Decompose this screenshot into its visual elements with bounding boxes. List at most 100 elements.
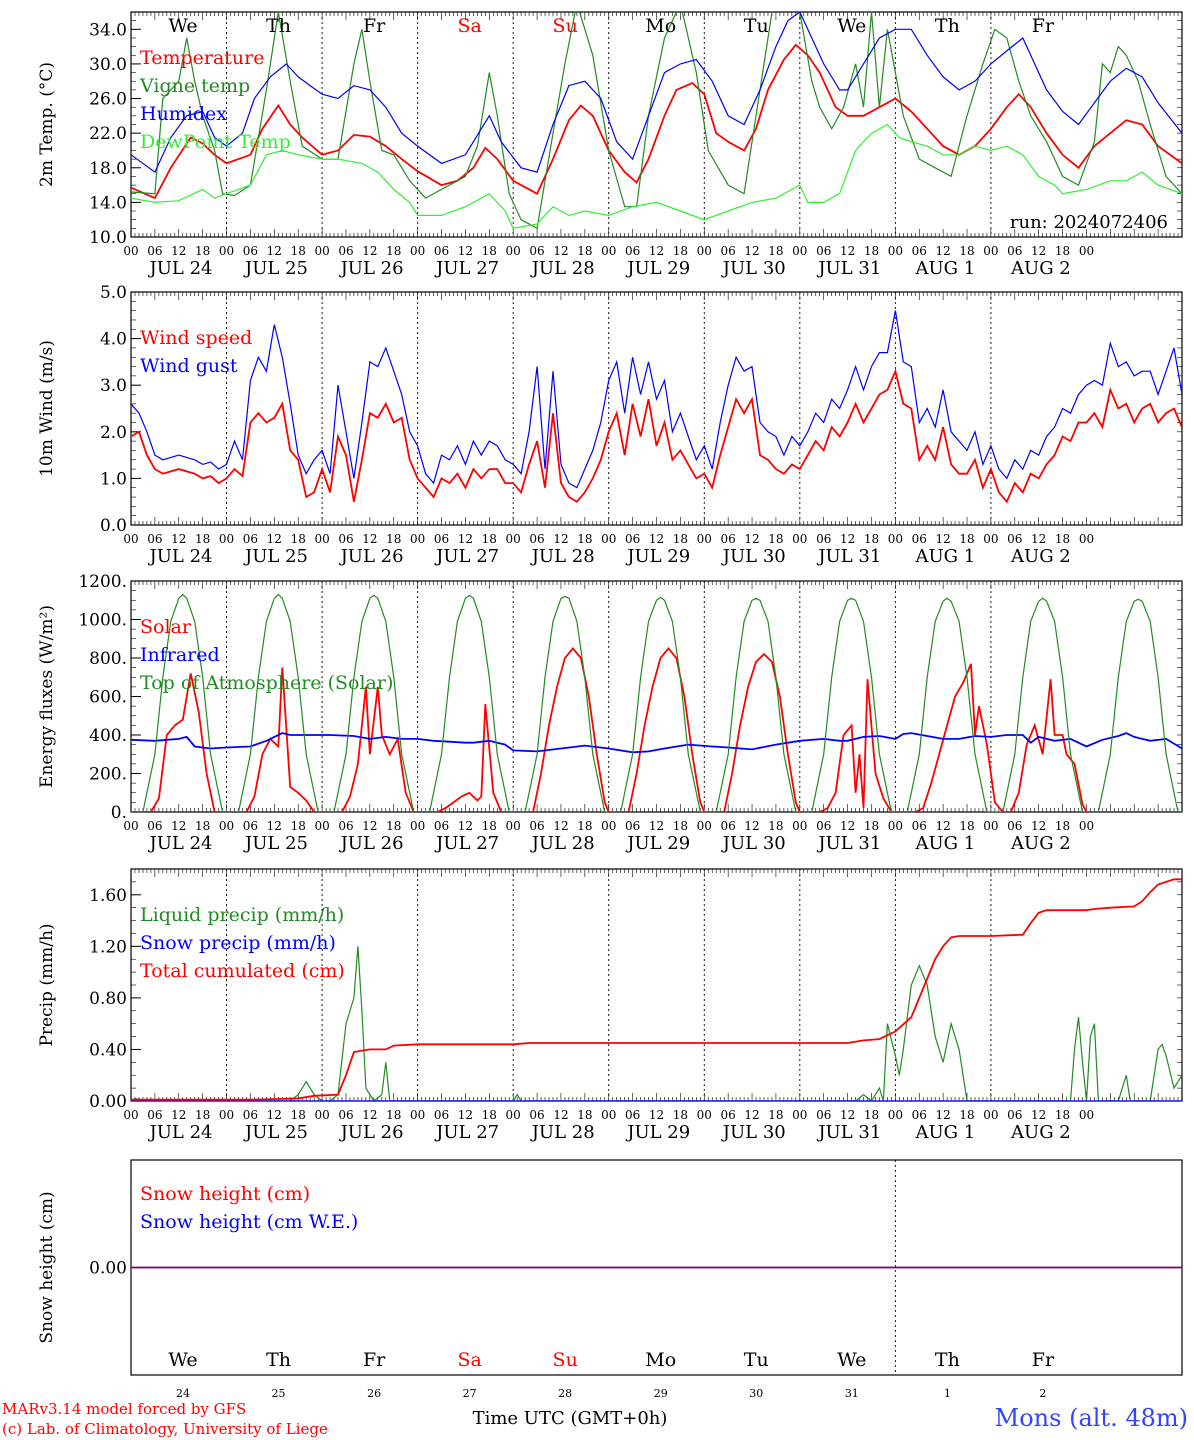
hour-tick-label: 18 bbox=[195, 244, 210, 258]
day-number-label: 2 bbox=[1039, 1387, 1046, 1400]
hour-tick-label: 18 bbox=[864, 532, 879, 546]
hour-tick-label: 12 bbox=[553, 1108, 568, 1122]
hour-tick-label: 18 bbox=[1055, 1108, 1070, 1122]
hour-tick-label: 06 bbox=[147, 244, 162, 258]
hour-tick-label: 06 bbox=[721, 532, 736, 546]
date-label: JUL 30 bbox=[721, 833, 786, 854]
date-label: JUL 28 bbox=[530, 833, 595, 854]
hour-tick-label: 18 bbox=[959, 1108, 974, 1122]
weekday-label-bottom: Su bbox=[553, 1349, 578, 1371]
hour-tick-label: 00 bbox=[506, 532, 521, 546]
date-label: JUL 25 bbox=[243, 258, 308, 279]
date-label: AUG 2 bbox=[1010, 258, 1071, 279]
hour-tick-label: 00 bbox=[123, 532, 138, 546]
weekday-label-bottom: Fr bbox=[1032, 1349, 1055, 1371]
time-axis-label: Time UTC (GMT+0h) bbox=[473, 1408, 668, 1429]
legend-entry: Humidex bbox=[140, 103, 227, 125]
hour-tick-label: 06 bbox=[1007, 532, 1022, 546]
hour-tick-label: 12 bbox=[267, 819, 282, 833]
hour-tick-label: 18 bbox=[768, 819, 783, 833]
hour-tick-label: 18 bbox=[577, 819, 592, 833]
y-tick-label: 3.0 bbox=[100, 376, 127, 396]
date-label: JUL 26 bbox=[339, 833, 404, 854]
hour-tick-label: 12 bbox=[362, 244, 377, 258]
hour-tick-label: 12 bbox=[171, 244, 186, 258]
hour-tick-label: 18 bbox=[768, 532, 783, 546]
date-label: AUG 1 bbox=[914, 1122, 975, 1143]
legend-entry: Wind speed bbox=[140, 327, 252, 349]
y-tick-label: 1000. bbox=[78, 611, 127, 631]
date-label: JUL 26 bbox=[339, 258, 404, 279]
date-label: AUG 2 bbox=[1010, 546, 1071, 567]
y-tick-label: 0.00 bbox=[89, 1092, 127, 1112]
series-line-solar bbox=[131, 646, 1182, 812]
day-number-label: 29 bbox=[654, 1387, 668, 1400]
series-line-temperature bbox=[131, 43, 1182, 200]
series-line-dewpoint-temp bbox=[131, 123, 1182, 229]
hour-tick-label: 00 bbox=[983, 532, 998, 546]
hour-tick-label: 06 bbox=[721, 1108, 736, 1122]
hour-tick-label: 00 bbox=[314, 244, 329, 258]
hour-tick-label: 12 bbox=[553, 532, 568, 546]
y-axis-label: Energy fluxes (W/m²) bbox=[37, 605, 57, 788]
hour-tick-label: 00 bbox=[697, 1108, 712, 1122]
credit-line-2: (c) Lab. of Climatology, University of L… bbox=[2, 1420, 328, 1438]
hour-tick-label: 06 bbox=[243, 819, 258, 833]
hour-tick-label: 12 bbox=[458, 532, 473, 546]
hour-tick-label: 00 bbox=[219, 1108, 234, 1122]
hour-tick-label: 12 bbox=[744, 244, 759, 258]
weekday-label-bottom: Th bbox=[266, 1349, 291, 1371]
hour-tick-label: 18 bbox=[291, 532, 306, 546]
hour-tick-label: 12 bbox=[171, 1108, 186, 1122]
y-tick-label: 14.0 bbox=[89, 193, 127, 213]
hour-tick-label: 12 bbox=[1031, 244, 1046, 258]
date-label: JUL 28 bbox=[530, 1122, 595, 1143]
date-label: AUG 1 bbox=[914, 833, 975, 854]
hour-tick-label: 06 bbox=[625, 244, 640, 258]
hour-tick-label: 12 bbox=[362, 532, 377, 546]
hour-tick-label: 00 bbox=[314, 1108, 329, 1122]
date-label: AUG 1 bbox=[914, 546, 975, 567]
hour-tick-label: 12 bbox=[553, 819, 568, 833]
hour-tick-label: 06 bbox=[529, 819, 544, 833]
footer: MARv3.14 model forced by GFS (c) Lab. of… bbox=[2, 1400, 1188, 1438]
hour-tick-label: 18 bbox=[195, 819, 210, 833]
hour-tick-label: 06 bbox=[434, 819, 449, 833]
hour-tick-label: 00 bbox=[1079, 532, 1094, 546]
date-label: JUL 31 bbox=[816, 833, 881, 854]
hour-tick-label: 00 bbox=[1079, 1108, 1094, 1122]
hour-tick-label: 00 bbox=[601, 819, 616, 833]
date-label: JUL 30 bbox=[721, 258, 786, 279]
y-axis-label: 10m Wind (m/s) bbox=[37, 340, 57, 477]
hour-tick-label: 18 bbox=[959, 819, 974, 833]
legend-entry: Snow height (cm W.E.) bbox=[140, 1211, 358, 1233]
legend-entry: Temperature bbox=[140, 47, 264, 69]
y-tick-label: 0.80 bbox=[89, 989, 127, 1009]
hour-tick-label: 12 bbox=[267, 532, 282, 546]
weekday-label-bottom: We bbox=[168, 1349, 197, 1371]
hour-tick-label: 18 bbox=[291, 819, 306, 833]
hour-tick-label: 12 bbox=[649, 244, 664, 258]
weekday-label-bottom: We bbox=[837, 1349, 866, 1371]
hour-tick-label: 12 bbox=[840, 532, 855, 546]
hour-tick-label: 06 bbox=[243, 244, 258, 258]
hour-tick-label: 00 bbox=[123, 819, 138, 833]
hour-tick-label: 06 bbox=[147, 819, 162, 833]
hour-tick-label: 06 bbox=[529, 532, 544, 546]
day-number-label: 30 bbox=[749, 1387, 763, 1400]
credit-line-1: MARv3.14 model forced by GFS bbox=[2, 1400, 246, 1418]
y-tick-label: 200. bbox=[89, 765, 127, 785]
date-label: JUL 28 bbox=[530, 258, 595, 279]
hour-tick-label: 00 bbox=[697, 244, 712, 258]
hour-tick-label: 18 bbox=[768, 244, 783, 258]
hour-tick-label: 06 bbox=[625, 532, 640, 546]
hour-tick-label: 06 bbox=[338, 1108, 353, 1122]
hour-tick-label: 00 bbox=[983, 1108, 998, 1122]
hour-tick-label: 06 bbox=[434, 532, 449, 546]
hour-tick-label: 00 bbox=[123, 1108, 138, 1122]
hour-tick-label: 18 bbox=[673, 1108, 688, 1122]
hour-tick-label: 12 bbox=[744, 532, 759, 546]
day-number-label: 27 bbox=[463, 1387, 477, 1400]
hour-tick-label: 00 bbox=[888, 532, 903, 546]
weekday-label: We bbox=[168, 15, 197, 37]
